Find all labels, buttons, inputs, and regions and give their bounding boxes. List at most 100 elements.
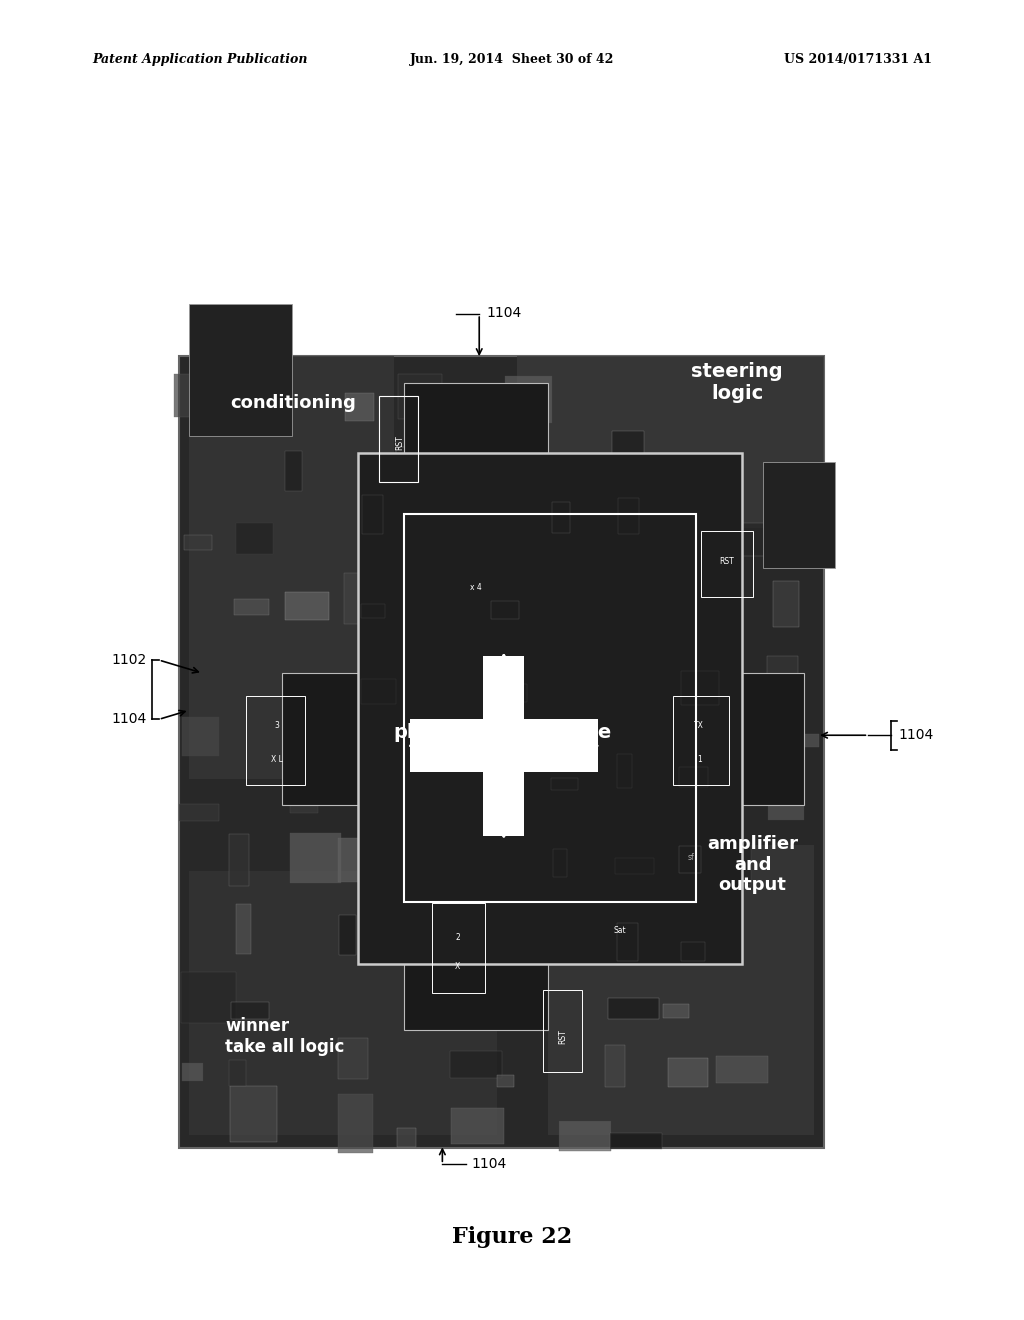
Bar — [768, 776, 804, 820]
Bar — [616, 923, 638, 961]
Bar — [503, 915, 534, 957]
Bar — [483, 656, 524, 836]
Bar — [498, 998, 532, 1016]
Text: 1104: 1104 — [471, 1158, 506, 1171]
Bar — [506, 376, 552, 424]
Bar — [553, 849, 566, 876]
Bar — [664, 631, 700, 682]
Bar — [673, 696, 729, 785]
Text: diode: diode — [550, 723, 611, 742]
Bar — [398, 375, 442, 420]
Bar — [282, 673, 364, 805]
Bar — [551, 777, 578, 791]
Bar — [392, 673, 434, 693]
Bar — [184, 535, 212, 550]
Text: steering
logic: steering logic — [691, 362, 783, 404]
Text: photo: photo — [393, 723, 458, 742]
Bar — [722, 843, 751, 884]
Bar — [291, 727, 327, 759]
Bar — [492, 601, 519, 619]
Bar — [503, 499, 549, 549]
Text: Sat: Sat — [613, 927, 626, 935]
Bar — [389, 911, 427, 954]
Bar — [617, 499, 639, 535]
Text: sf: sf — [688, 854, 694, 862]
Bar — [234, 599, 269, 615]
Bar — [605, 1045, 625, 1088]
Bar — [395, 710, 431, 748]
Bar — [773, 581, 799, 627]
Text: 2: 2 — [456, 933, 460, 941]
Bar — [559, 1121, 611, 1151]
Bar — [290, 833, 341, 883]
Bar — [663, 1005, 689, 1018]
Bar — [443, 993, 481, 1016]
Bar — [701, 531, 753, 597]
Bar — [610, 1134, 663, 1150]
Text: 1: 1 — [697, 755, 701, 763]
Bar — [449, 627, 494, 685]
Bar — [338, 1038, 369, 1080]
Bar — [344, 573, 387, 623]
Bar — [445, 610, 464, 622]
Bar — [543, 990, 582, 1072]
Bar — [246, 696, 305, 785]
Bar — [361, 603, 385, 618]
Bar — [679, 767, 709, 787]
Bar — [681, 941, 705, 961]
Bar — [396, 447, 416, 487]
Text: x 4: x 4 — [470, 583, 482, 591]
Bar — [607, 532, 650, 550]
Bar — [763, 462, 835, 568]
Text: Patent Application Publication: Patent Application Publication — [92, 53, 307, 66]
Bar — [393, 595, 446, 627]
Bar — [721, 888, 742, 945]
Bar — [505, 453, 538, 482]
Text: Figure 22: Figure 22 — [452, 1226, 572, 1247]
Bar — [767, 656, 798, 690]
Bar — [452, 1107, 504, 1143]
Bar — [392, 529, 442, 556]
Bar — [668, 1057, 708, 1086]
Text: X: X — [455, 962, 461, 970]
Bar — [552, 743, 596, 758]
Bar — [404, 513, 696, 903]
Bar — [517, 356, 824, 528]
Bar — [397, 1129, 416, 1147]
Bar — [358, 453, 742, 964]
Bar — [548, 845, 814, 1135]
Bar — [229, 1086, 276, 1142]
Bar — [179, 356, 824, 1148]
Bar — [390, 797, 417, 820]
Text: RST: RST — [395, 434, 403, 450]
Bar — [506, 741, 524, 756]
Bar — [716, 1056, 768, 1084]
Text: RST: RST — [720, 557, 734, 565]
Bar — [552, 502, 570, 532]
Bar — [231, 1002, 269, 1019]
Bar — [492, 684, 526, 702]
Bar — [338, 838, 360, 883]
Text: 1104: 1104 — [112, 713, 146, 726]
Text: winner
take all logic: winner take all logic — [225, 1016, 345, 1056]
Text: US 2014/0171331 A1: US 2014/0171331 A1 — [783, 53, 932, 66]
Text: conditioning: conditioning — [230, 393, 356, 412]
Bar — [338, 1094, 373, 1154]
Text: 1104: 1104 — [898, 729, 933, 742]
Bar — [680, 846, 701, 873]
Bar — [174, 374, 201, 417]
Bar — [236, 523, 272, 554]
Bar — [451, 1052, 502, 1078]
Bar — [228, 1060, 246, 1086]
Bar — [766, 734, 819, 747]
Bar — [231, 400, 284, 422]
Text: RST: RST — [559, 1028, 567, 1044]
Bar — [236, 904, 251, 954]
Bar — [608, 561, 627, 619]
Text: Jun. 19, 2014  Sheet 30 of 42: Jun. 19, 2014 Sheet 30 of 42 — [410, 53, 614, 66]
Bar — [181, 972, 237, 1023]
Bar — [345, 393, 374, 421]
Bar — [285, 591, 329, 620]
Text: TX: TX — [694, 722, 705, 730]
Bar — [609, 850, 653, 883]
